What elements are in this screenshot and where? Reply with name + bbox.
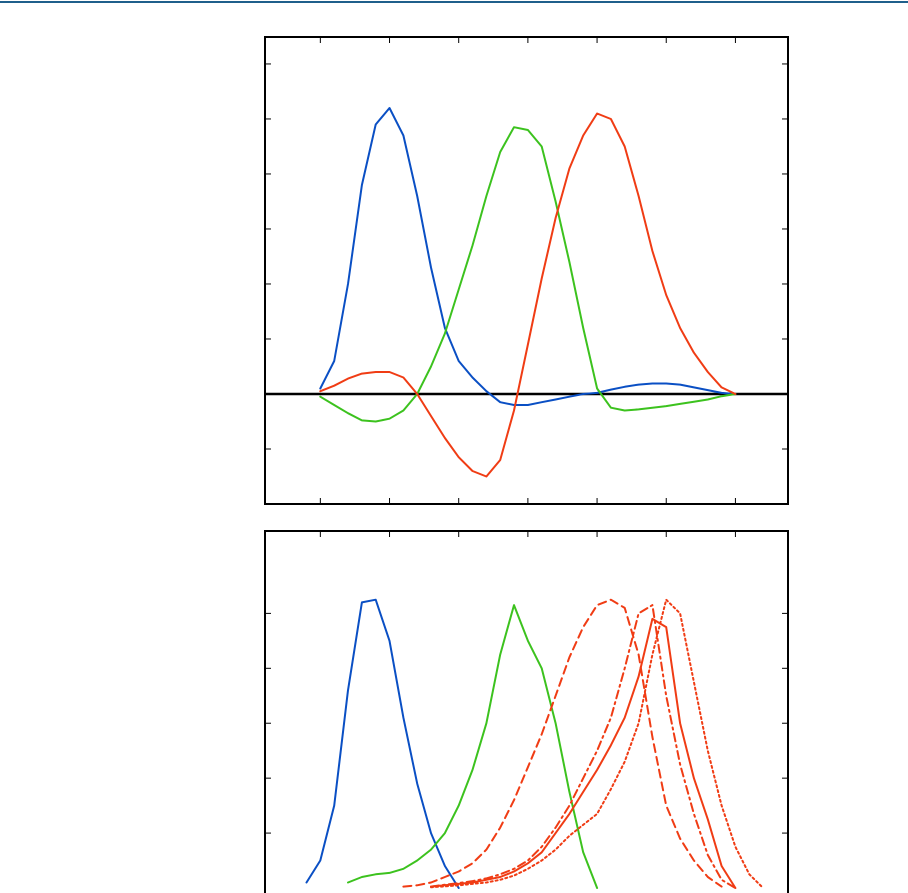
- curve: [430, 598, 765, 889]
- curve: [347, 604, 599, 889]
- curve: [319, 126, 737, 423]
- curve: [430, 604, 737, 889]
- curve: [319, 107, 737, 406]
- curve: [430, 617, 737, 889]
- curve: [402, 598, 723, 888]
- plot-frame: [264, 36, 789, 505]
- plot-frame: [264, 530, 789, 893]
- curve: [319, 112, 737, 478]
- curve: [305, 598, 460, 889]
